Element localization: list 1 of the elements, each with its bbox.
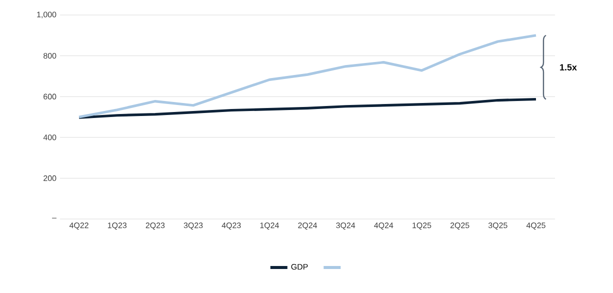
- text: 1.5x: [560, 64, 577, 70]
